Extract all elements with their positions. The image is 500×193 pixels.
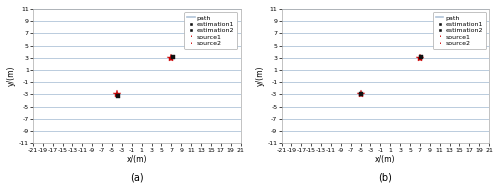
Legend: path, estimation1, estimation2, source1, source2: path, estimation1, estimation2, source1,… (184, 12, 238, 49)
Legend: path, estimation1, estimation2, source1, source2: path, estimation1, estimation2, source1,… (433, 12, 486, 49)
Y-axis label: y/(m): y/(m) (256, 66, 264, 86)
Text: (a): (a) (130, 173, 143, 183)
Y-axis label: y/(m): y/(m) (7, 66, 16, 86)
Text: (b): (b) (378, 173, 392, 183)
X-axis label: x/(m): x/(m) (126, 155, 147, 164)
X-axis label: x/(m): x/(m) (375, 155, 396, 164)
